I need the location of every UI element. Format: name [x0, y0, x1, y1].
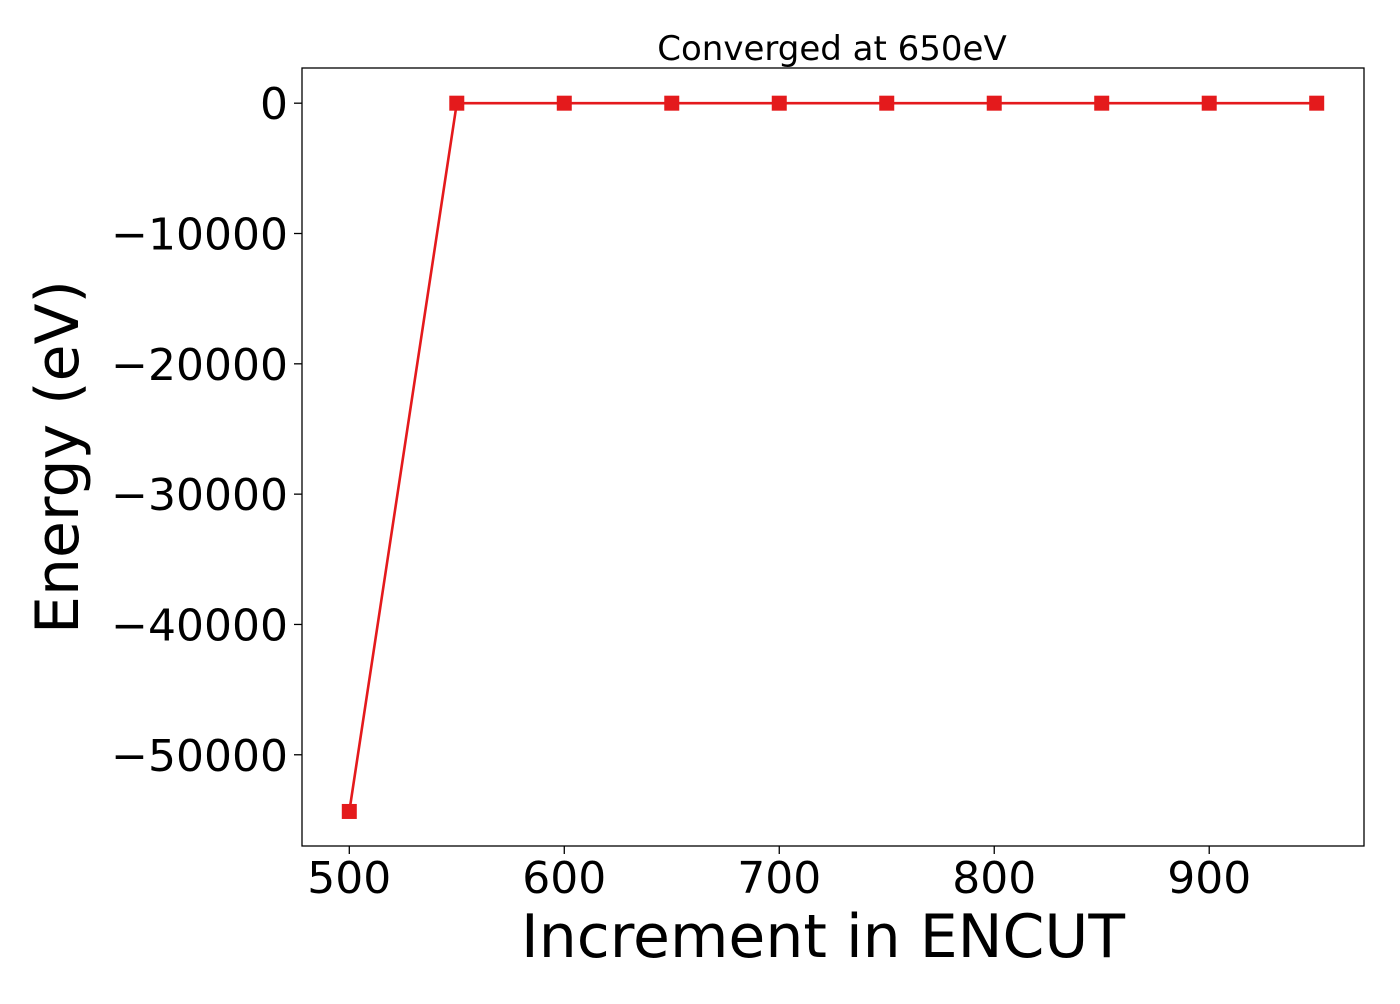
y-axis-label: Energy (eV): [23, 280, 93, 634]
data-point: [341, 803, 357, 819]
data-point: [1094, 95, 1110, 111]
series-line: [348, 101, 1317, 812]
data-point: [1201, 95, 1217, 111]
plot-frame: [301, 67, 1365, 847]
x-tick-label: 900: [1167, 853, 1251, 904]
x-tick-label: 800: [952, 853, 1036, 904]
y-tick-label: −30000: [111, 470, 288, 521]
x-tick-label: 600: [522, 853, 606, 904]
x-axis-ticks: 500 600 700 800 900: [307, 846, 1251, 904]
x-axis-label: Increment in ENCUT: [521, 902, 1125, 972]
y-tick-label: −20000: [111, 340, 288, 391]
x-tick-label: 700: [737, 853, 821, 904]
data-point: [879, 95, 895, 111]
data-point: [556, 95, 572, 111]
data-point: [1309, 95, 1325, 111]
y-tick-label: −50000: [111, 731, 288, 782]
y-tick-label: −10000: [111, 210, 288, 261]
y-tick-label: −40000: [111, 600, 288, 651]
data-point: [449, 95, 465, 111]
chart-title: Converged at 650eV: [657, 29, 1006, 69]
y-tick-label: 0: [260, 79, 288, 130]
data-point: [986, 95, 1002, 111]
x-tick-label: 500: [307, 853, 391, 904]
data-point: [664, 95, 680, 111]
series-layer: [341, 95, 1325, 819]
data-point: [771, 95, 787, 111]
y-axis-ticks: 0 −10000 −20000 −30000 −40000 −50000: [111, 79, 302, 782]
